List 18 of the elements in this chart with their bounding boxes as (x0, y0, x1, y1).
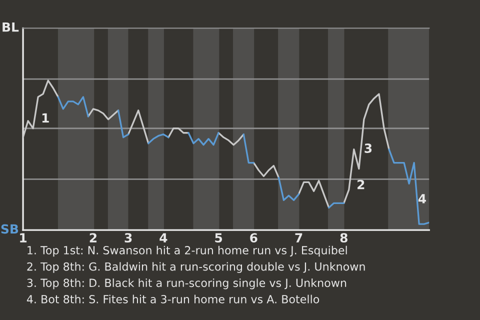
text: 2. Top 8th: G. Baldwin hit a run-scoring double vs J. Unknown (27, 262, 365, 273)
x-tick-label: 6 (250, 233, 258, 243)
x-tick-label: 5 (215, 233, 222, 243)
text: BL (2, 22, 19, 32)
x-tick-label: 7 (295, 233, 302, 242)
x-tick-label: 2 (90, 233, 96, 242)
annotation: 2 (358, 180, 364, 190)
x-tick-label: 8 (340, 233, 348, 243)
text: 4. Bot 8th: S. Fites hit a 3-run home run vs A. Botello (26, 294, 320, 304)
annotation: 1 (42, 113, 49, 122)
x-tick-label: 1 (20, 233, 27, 242)
text: SB (1, 224, 18, 234)
x-tick-label: 4 (160, 233, 168, 242)
text: 3. Top 8th: D. Black hit a run-scoring single vs J. Unknown (27, 278, 346, 290)
text: 1. Top 1st: N. Swanson hit a 2-run home run vs J. Esquibel (28, 246, 347, 257)
annotation: 4 (418, 194, 426, 204)
x-tick-label: 3 (124, 233, 132, 243)
annotation: 3 (364, 143, 372, 153)
